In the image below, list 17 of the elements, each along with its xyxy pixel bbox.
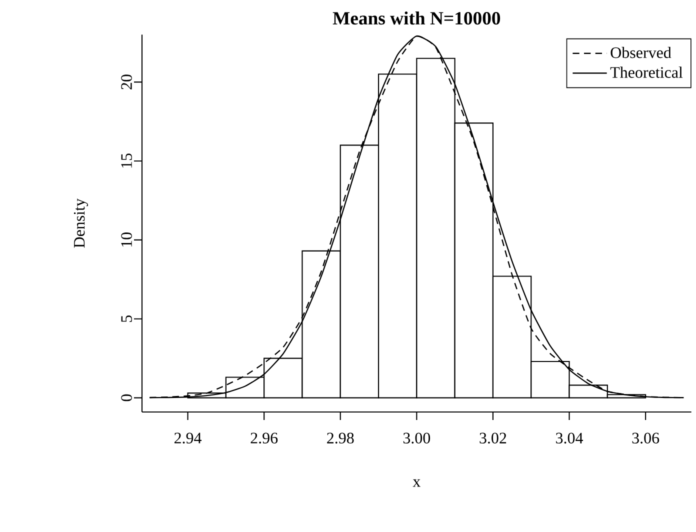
- y-axis-title: Density: [74, 198, 88, 248]
- y-tick-label: 0: [121, 394, 132, 402]
- y-tick-label: 5: [121, 315, 132, 322]
- x-tick-label: 3.00: [403, 432, 430, 444]
- x-tick-label: 2.98: [327, 432, 354, 444]
- y-tick-label: 10: [121, 232, 132, 247]
- x-tick-label: 3.02: [480, 432, 506, 444]
- x-tick-label: 3.04: [556, 432, 584, 444]
- y-tick-label: 15: [121, 154, 132, 168]
- legend-label: Observed: [610, 46, 672, 58]
- x-tick-label: 3.06: [632, 432, 660, 444]
- x-tick-label: 2.96: [250, 432, 278, 444]
- x-axis-title: x: [412, 479, 420, 487]
- legend-label: Theoretical: [610, 66, 683, 78]
- x-tick-label: 2.94: [174, 432, 202, 444]
- chart-title: Means with N=10000: [332, 11, 500, 25]
- y-tick-label: 20: [121, 74, 132, 90]
